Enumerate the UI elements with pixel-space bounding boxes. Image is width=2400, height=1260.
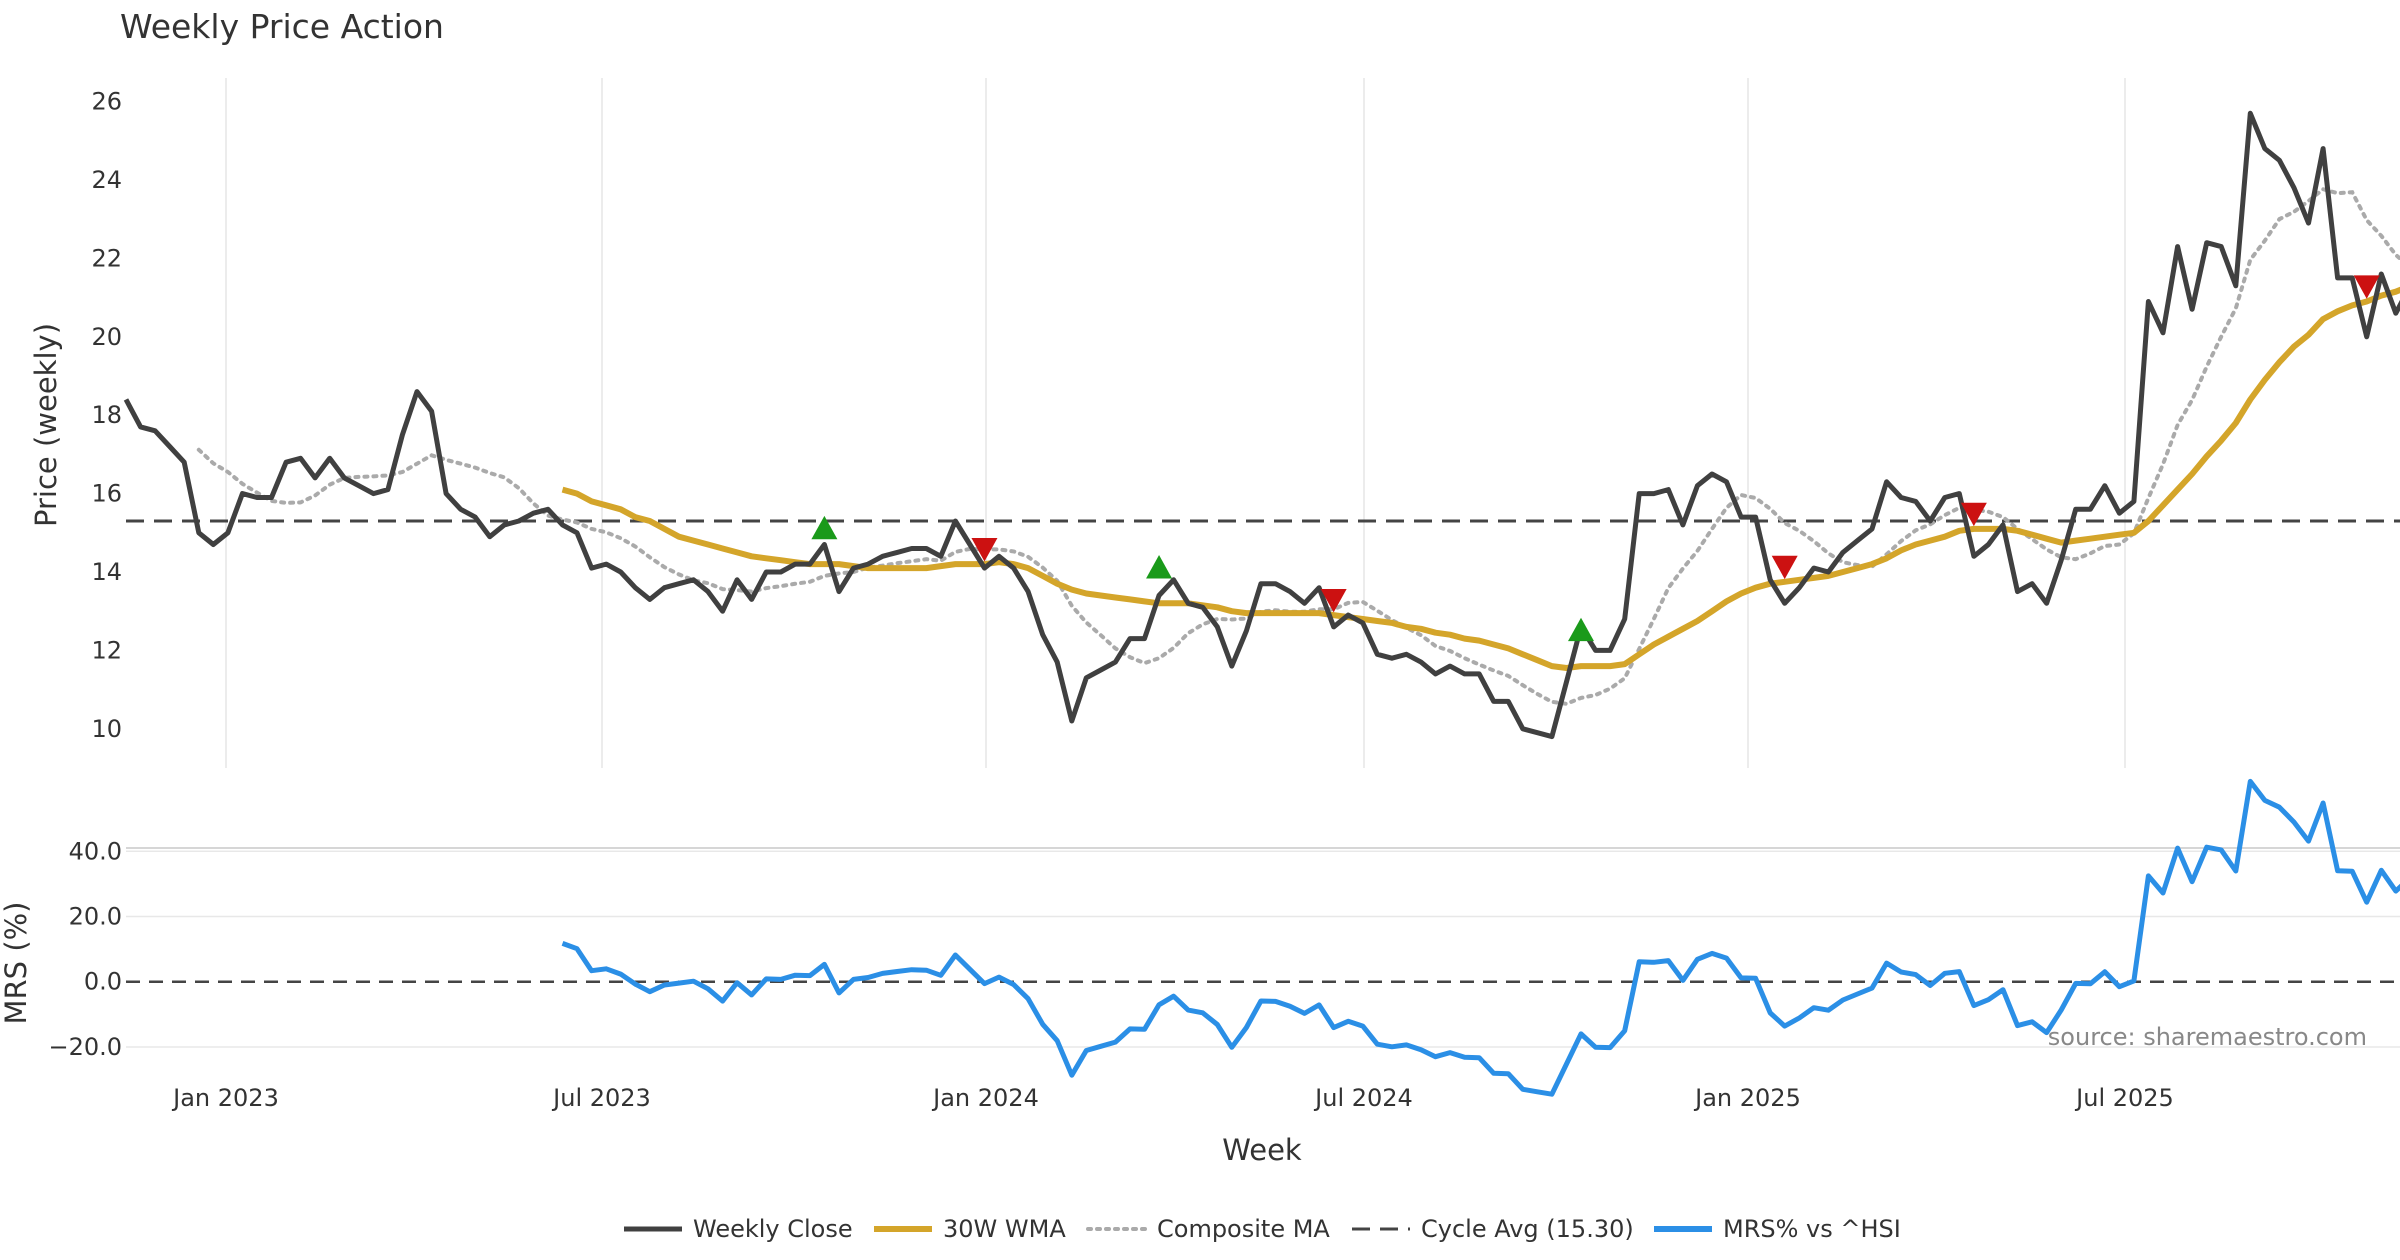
legend: Weekly Close 30W WMA Composite MA Cycle …: [624, 1215, 1901, 1243]
x-tick: Jan 2025: [1693, 1084, 1801, 1112]
legend-label-mrs: MRS% vs ^HSI: [1723, 1215, 1901, 1243]
price-y-tick: 10: [91, 715, 122, 743]
price-y-tick: 14: [91, 558, 122, 586]
legend-label-cycle-avg: Cycle Avg (15.30): [1421, 1215, 1634, 1243]
x-tick: Jul 2023: [551, 1084, 651, 1112]
price-series-layer: [123, 110, 2400, 740]
price-gridlines: [225, 78, 2126, 768]
x-tick-labels: Jan 2023 Jul 2023 Jan 2024 Jul 2024 Jan …: [171, 1084, 2174, 1112]
buy-signal-marker: [1568, 617, 1594, 642]
sell-signal-marker: [971, 538, 998, 562]
buy-signal-marker: [811, 515, 838, 540]
sell-signal-marker: [1960, 502, 1987, 527]
legend-label-30w-wma: 30W WMA: [943, 1215, 1066, 1243]
x-tick: Jul 2024: [1313, 1084, 1413, 1112]
mrs-y-axis-title: MRS (%): [0, 902, 33, 1025]
mrs-y-tick: 40.0: [69, 837, 122, 865]
x-axis-title: Week: [1222, 1133, 1302, 1167]
price-y-tick-labels: 10 12 14 16 18 20 22 24 26: [91, 88, 122, 743]
mrs-gridlines: [126, 847, 2400, 1048]
source-annotation: source: sharemaestro.com: [2048, 1023, 2367, 1051]
price-y-tick: 18: [91, 401, 122, 429]
mrs-y-tick: −20.0: [48, 1033, 122, 1061]
price-y-tick: 24: [91, 166, 122, 194]
wma-30w-line: [561, 286, 2400, 671]
composite-ma-line: [196, 186, 2400, 706]
legend-label-weekly-close: Weekly Close: [693, 1215, 853, 1243]
price-y-tick: 22: [91, 244, 122, 272]
sell-signal-marker: [1771, 555, 1798, 580]
legend-label-composite-ma: Composite MA: [1157, 1215, 1330, 1243]
mrs-y-tick: 20.0: [69, 902, 122, 930]
price-y-tick: 12: [91, 636, 122, 664]
price-y-axis-title: Price (weekly): [29, 323, 63, 527]
weekly-close-line: [123, 110, 2400, 740]
x-tick: Jul 2025: [2074, 1084, 2174, 1112]
signal-markers: [811, 275, 2380, 642]
price-y-tick: 26: [91, 88, 122, 116]
mrs-line: [561, 778, 2400, 1097]
mrs-y-tick-labels: 40.0 20.0 0.0 −20.0: [48, 837, 122, 1061]
sell-signal-marker: [1320, 589, 1347, 613]
x-tick: Jan 2023: [171, 1084, 279, 1112]
chart-title: Weekly Price Action: [120, 7, 444, 46]
buy-signal-marker: [1146, 555, 1173, 579]
mrs-series-layer: [126, 778, 2400, 1097]
price-y-tick: 16: [91, 480, 122, 508]
sell-signal-marker: [2353, 275, 2380, 299]
mrs-y-tick: 0.0: [84, 968, 122, 996]
price-y-tick: 20: [91, 323, 122, 351]
x-tick: Jan 2024: [931, 1084, 1039, 1112]
